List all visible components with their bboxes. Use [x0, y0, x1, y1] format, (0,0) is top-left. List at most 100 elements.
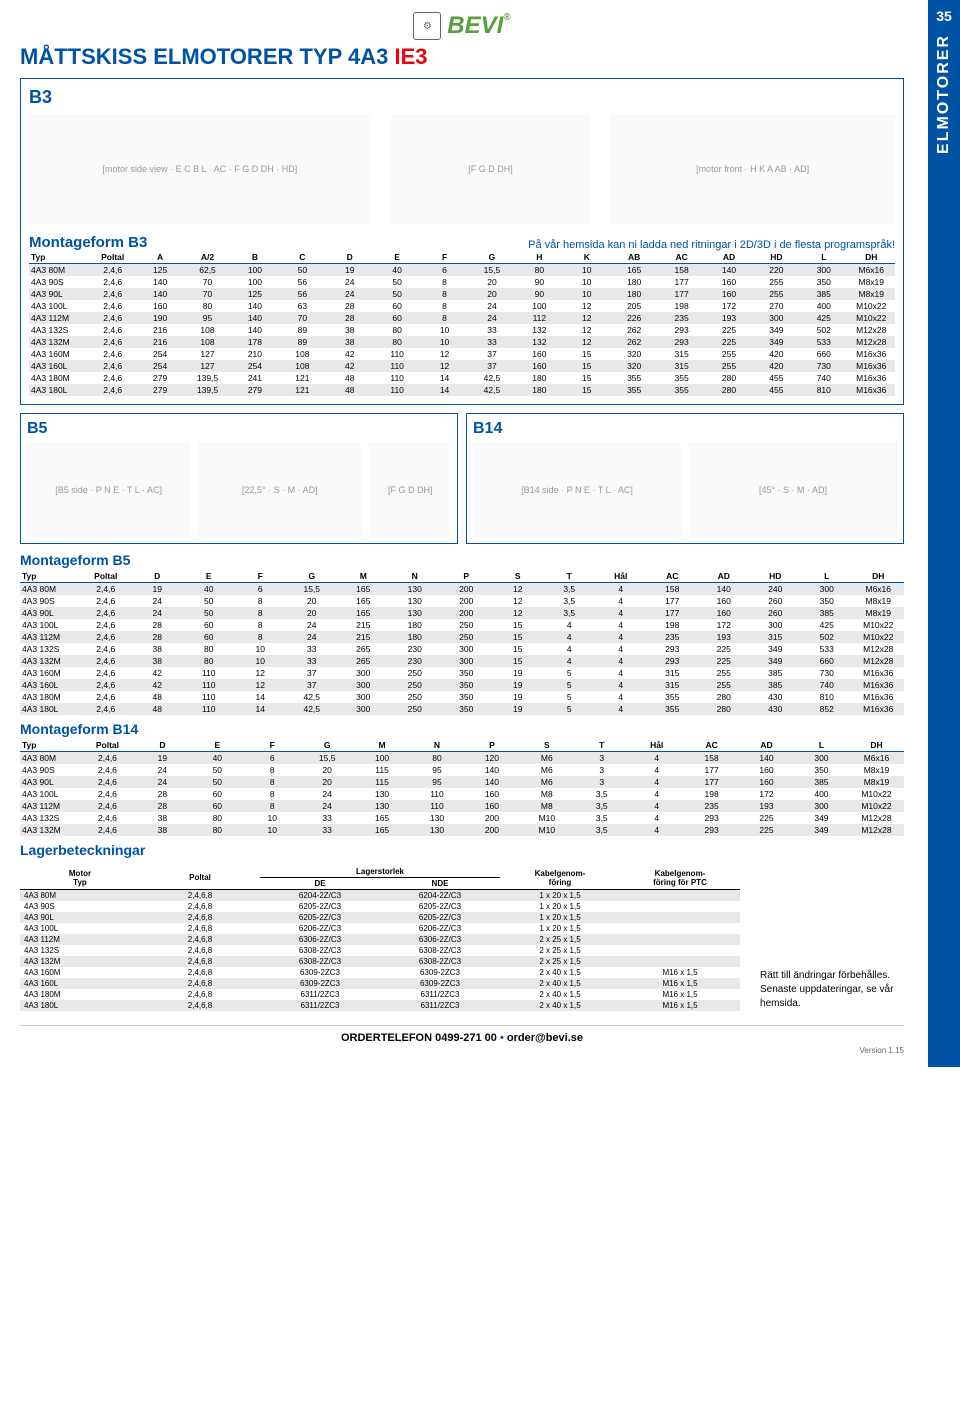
table-row: 4A3 132S2,4,6,86308-2Z/C36308-2Z/C32 x 2…: [20, 945, 740, 956]
col-header: P: [464, 739, 519, 752]
col-header: G: [286, 570, 338, 583]
download-hint: På vår hemsida kan ni ladda ned ritninga…: [528, 239, 895, 251]
col-header: D: [326, 251, 373, 264]
b14-drawing-box: B14 [B14 side · P N E · T L · AC] [45° ·…: [466, 413, 904, 544]
col-header: E: [183, 570, 235, 583]
footer-phone: ORDERTELEFON 0499-271 00: [341, 1032, 497, 1044]
col-header: DH: [849, 739, 904, 752]
note-line-2: Senaste uppdateringar, se vår hemsida.: [760, 983, 904, 1011]
b3-table: TypPoltalAA/2BCDEFGHKABACADHDLDH 4A3 80M…: [29, 251, 895, 396]
b5-drawing-box: B5 [B5 side · P N E · T L · AC] [22,5° ·…: [20, 413, 458, 544]
table-row: 4A3 180L2,4,6279139,5279121481101442,518…: [29, 384, 895, 396]
table-row: 4A3 100L2,4,62860824130110160M83,5419817…: [20, 788, 904, 800]
logo-row: ⚙ BEVI®: [20, 12, 904, 40]
col-header: Typ: [20, 739, 80, 752]
drawing-motor-front: [motor front · H K A AB · AD]: [610, 114, 895, 224]
col-header: N: [410, 739, 465, 752]
table-row: 4A3 180M2,4,6481101442,53002503501954355…: [20, 691, 904, 703]
b5-shaft-drawing: [F G D DH]: [369, 442, 451, 537]
table-row: 4A3 180L2,4,6481101442,53002503501954355…: [20, 703, 904, 715]
col-header: AB: [610, 251, 657, 264]
col-header: T: [544, 570, 596, 583]
col-header: E: [190, 739, 245, 752]
b14-table: TypPoltalDEFGMNPSTHålACADLDH 4A3 80M2,4,…: [20, 739, 904, 836]
table-row: 4A3 90L2,4,62450820165130200123,54177160…: [20, 607, 904, 619]
table-row: 4A3 90S2,4,6,86205-2Z/C36205-2Z/C31 x 20…: [20, 901, 740, 912]
table-row: 4A3 132S2,4,6216108140893880103313212262…: [29, 324, 895, 336]
table-row: 4A3 100L2,4,6160801406328608241001220519…: [29, 300, 895, 312]
table-row: 4A3 100L2,4,6,86206-2Z/C36206-2Z/C31 x 2…: [20, 923, 740, 934]
col-header: C: [279, 251, 326, 264]
table-row: 4A3 80M2,4,6,86204-2Z/C36204-2Z/C31 x 20…: [20, 890, 740, 902]
col-header: AD: [705, 251, 752, 264]
table-row: 4A3 180L2,4,6,86311/2ZC36311/2ZC32 x 40 …: [20, 1000, 740, 1011]
col-header: NDE: [380, 878, 500, 890]
col-header: DH: [853, 570, 905, 583]
col-header: AD: [739, 739, 794, 752]
table-row: 4A3 132S2,4,638801033165130200M103,54293…: [20, 812, 904, 824]
table-row: 4A3 132S2,4,6388010332652303001544293225…: [20, 643, 904, 655]
table-row: 4A3 180M2,4,6279139,5241121481101442,518…: [29, 372, 895, 384]
col-header: M: [355, 739, 410, 752]
lager-table: MotorTypPoltalLagerstorlekKabelgenom-för…: [20, 866, 740, 1011]
b3-label: B3: [29, 87, 895, 108]
b14-side-drawing: [B14 side · P N E · T L · AC]: [473, 442, 681, 537]
col-header: A: [136, 251, 183, 264]
col-header: F: [245, 739, 300, 752]
sidebar: 35 ELMOTORER: [928, 0, 960, 1067]
notes: Rätt till ändringar förbehålles. Senaste…: [760, 969, 904, 1011]
table-row: 4A3 90S2,4,6245082011595140M634177160350…: [20, 764, 904, 776]
page-title: MÅTTSKISS ELMOTORER TYP 4A3 IE3: [20, 44, 904, 70]
b5-label: B5: [27, 420, 451, 438]
col-header: MotorTyp: [20, 866, 140, 890]
drawing-shaft: [F G D DH]: [391, 114, 590, 224]
col-header: Poltal: [80, 570, 132, 583]
col-header: Typ: [20, 570, 80, 583]
table-row: 4A3 132M2,4,6,86308-2Z/C36308-2Z/C32 x 2…: [20, 956, 740, 967]
b5-table: TypPoltalDEFGMNPSTHålACADHDLDH 4A3 80M2,…: [20, 570, 904, 715]
table-row: 4A3 80M2,4,61940615,5165130200123,541581…: [20, 583, 904, 596]
b14-label: B14: [473, 420, 897, 438]
table-row: 4A3 90L2,4,6,86205-2Z/C36205-2Z/C31 x 20…: [20, 912, 740, 923]
col-header: Kabelgenom-föring: [500, 866, 620, 890]
b5-montage: Montageform B5: [20, 552, 904, 568]
col-header: A/2: [184, 251, 231, 264]
page-number: 35: [936, 8, 952, 24]
table-row: 4A3 180M2,4,6,86311/2ZC36311/2ZC32 x 40 …: [20, 989, 740, 1000]
b14-montage: Montageform B14: [20, 721, 904, 737]
col-header: F: [235, 570, 287, 583]
table-row: 4A3 132M2,4,638801033165130200M103,54293…: [20, 824, 904, 836]
brand-logo: BEVI®: [447, 12, 510, 40]
col-header: B: [231, 251, 278, 264]
table-row: 4A3 160L2,4,6421101237300250350195431525…: [20, 679, 904, 691]
col-header: Poltal: [80, 739, 135, 752]
table-row: 4A3 160L2,4,6254127254108421101237160153…: [29, 360, 895, 372]
b3-montage: Montageform B3: [29, 234, 147, 251]
col-header: L: [800, 251, 847, 264]
table-row: 4A3 90S2,4,61407010056245082090101801771…: [29, 276, 895, 288]
table-row: 4A3 112M2,4,62860824130110160M83,5423519…: [20, 800, 904, 812]
col-header: Kabelgenom-föring för PTC: [620, 866, 740, 890]
col-header: Poltal: [140, 866, 260, 890]
table-row: 4A3 160M2,4,6421101237300250350195431525…: [20, 667, 904, 679]
col-header: AD: [698, 570, 750, 583]
col-header: M: [338, 570, 390, 583]
table-row: 4A3 160M2,4,6,86309-2ZC36309-2ZC32 x 40 …: [20, 967, 740, 978]
col-header: HD: [750, 570, 802, 583]
table-row: 4A3 132M2,4,6388010332652303001544293225…: [20, 655, 904, 667]
col-header: AC: [647, 570, 699, 583]
table-row: 4A3 112M2,4,6286082421518025015442351933…: [20, 631, 904, 643]
table-row: 4A3 90S2,4,62450820165130200123,54177160…: [20, 595, 904, 607]
table-row: 4A3 132M2,4,6216108178893880103313212262…: [29, 336, 895, 348]
lager-title: Lagerbeteckningar: [20, 842, 904, 858]
col-header: D: [132, 570, 184, 583]
table-row: 4A3 90L2,4,6245082011595140M634177160385…: [20, 776, 904, 788]
note-line-1: Rätt till ändringar förbehålles.: [760, 969, 904, 983]
col-header: D: [135, 739, 190, 752]
col-header: S: [492, 570, 544, 583]
col-header: AC: [658, 251, 705, 264]
table-row: 4A3 80M2,4,61940615,510080120M6341581403…: [20, 752, 904, 765]
table-row: 4A3 80M2,4,612562,5100501940615,58010165…: [29, 264, 895, 277]
col-header: K: [563, 251, 610, 264]
table-row: 4A3 112M2,4,6190951407028608241121222623…: [29, 312, 895, 324]
